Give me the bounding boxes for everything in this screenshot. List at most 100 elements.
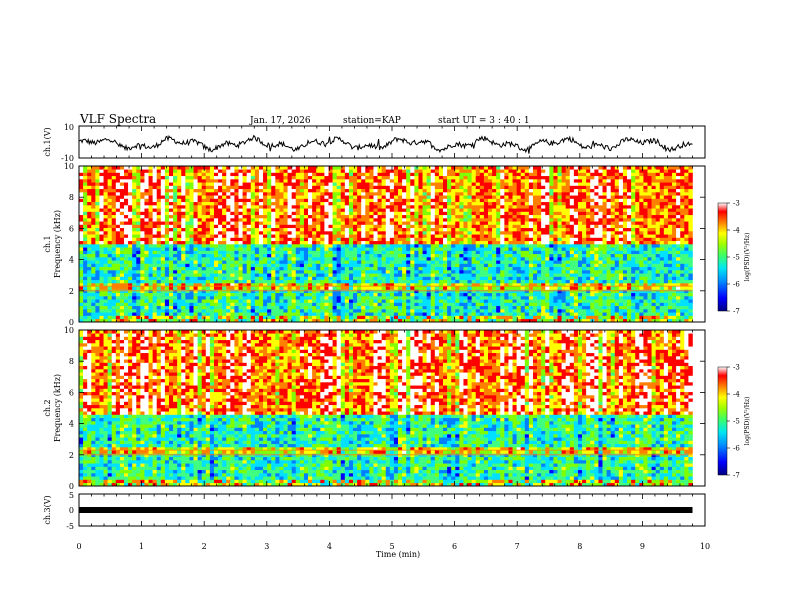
spectrogram-cell — [132, 247, 137, 251]
spectrogram-cell — [316, 283, 321, 287]
spectrogram-cell — [516, 237, 522, 242]
spectrogram-cell — [434, 263, 440, 268]
spectrogram-cell — [197, 240, 202, 245]
spectrogram-cell — [451, 279, 456, 284]
spectrogram-cell — [406, 309, 411, 313]
spectrogram-cell — [459, 257, 464, 261]
spectrogram-cell — [561, 218, 566, 222]
spectrogram-cell — [197, 302, 202, 307]
spectrogram-cell — [177, 231, 182, 235]
spectrogram-cell — [234, 318, 239, 323]
spectrogram-cell — [663, 302, 669, 307]
spectrogram-cell — [447, 244, 452, 248]
spectrogram-cell — [238, 234, 243, 238]
spectrogram-cell — [659, 214, 665, 219]
spectrogram-cell — [144, 211, 149, 216]
spectrogram-cell — [115, 266, 121, 271]
spectrogram-cell — [291, 309, 297, 313]
spectrogram-cell — [369, 263, 374, 268]
spectrogram-cell — [463, 276, 468, 281]
spectrogram-cell — [218, 315, 223, 320]
spectrogram-cell — [136, 224, 141, 229]
spectrogram-cell — [344, 283, 350, 287]
spectrogram-cell — [463, 286, 468, 290]
spectrogram-cell — [402, 224, 407, 229]
spectrogram-cell — [618, 318, 624, 323]
spectrogram-cell — [328, 302, 333, 307]
spectrogram-cell — [672, 286, 677, 290]
spectrogram-cell — [557, 286, 562, 290]
spectrogram-cell — [655, 240, 661, 245]
spectrogram-cell — [492, 237, 497, 242]
spectrogram-cell — [87, 302, 92, 307]
spectrogram-cell — [222, 309, 227, 313]
spectrogram-cell — [573, 315, 579, 320]
spectrogram-cell — [148, 318, 153, 323]
spectrogram-cell — [402, 253, 407, 258]
spectrogram-cell — [483, 247, 489, 251]
spectrogram-cell — [246, 234, 252, 238]
spectrogram-cell — [365, 312, 370, 316]
spectrogram-cell — [622, 234, 628, 238]
spectrogram-cell — [475, 250, 481, 255]
spectrogram-cell — [463, 250, 468, 255]
spectrogram-cell — [594, 266, 599, 271]
spectrogram-cell — [197, 214, 202, 219]
spectrogram-cell — [234, 305, 239, 310]
spectrogram-cell — [209, 312, 215, 316]
spectrogram-cell — [606, 283, 611, 287]
spectrogram-cell — [684, 266, 689, 271]
spectrogram-cell — [655, 224, 661, 229]
spectrogram-cell — [594, 257, 599, 261]
spectrogram-cell — [340, 273, 346, 277]
spectrogram-cell — [115, 289, 121, 294]
spectrogram-cell — [299, 231, 305, 235]
spectrogram-cell — [524, 221, 530, 225]
spectrogram-cell — [189, 253, 194, 258]
spectrogram-cell — [520, 309, 526, 313]
spectrogram-cell — [111, 296, 117, 300]
spectrogram-cell — [328, 218, 333, 222]
spectrogram-cell — [549, 283, 554, 287]
spectrogram-cell — [173, 305, 178, 310]
spectrogram-cell — [406, 240, 411, 245]
spectrogram-cell — [549, 299, 554, 303]
spectrogram-cell — [369, 260, 374, 264]
spectrogram-cell — [152, 315, 158, 320]
spectrogram-cell — [381, 250, 387, 255]
spectrogram-cell — [107, 218, 113, 222]
spectrogram-cell — [119, 286, 125, 290]
spectrogram-cell — [361, 214, 366, 219]
spectrogram-cell — [99, 257, 104, 261]
spectrogram-cell — [119, 318, 125, 323]
spectrogram-cell — [287, 218, 292, 222]
spectrogram-cell — [398, 305, 403, 310]
spectrogram-cell — [115, 240, 121, 245]
spectrogram-cell — [385, 214, 391, 219]
spectrogram-cell — [618, 279, 624, 284]
spectrogram-cell — [87, 283, 92, 287]
spectrogram-cell — [287, 276, 292, 281]
spectrogram-cell — [516, 263, 522, 268]
spectrogram-cell — [639, 253, 644, 258]
spectrogram-cell — [218, 240, 223, 245]
spectrogram-cell — [414, 289, 419, 294]
spectrogram-cell — [618, 247, 624, 251]
spectrogram-cell — [144, 309, 149, 313]
spectrogram-cell — [111, 289, 117, 294]
spectrogram-cell — [99, 279, 104, 284]
spectrogram-cell — [353, 231, 358, 235]
spectrogram-cell — [79, 260, 84, 264]
spectrogram-cell — [111, 309, 117, 313]
spectrogram-cell — [373, 276, 378, 281]
spectrogram-cell — [218, 237, 223, 242]
spectrogram-cell — [504, 240, 509, 245]
spectrogram-cell — [639, 286, 644, 290]
spectrogram-cell — [577, 257, 583, 261]
spectrogram-cell — [205, 237, 211, 242]
spectrogram-cell — [336, 292, 342, 297]
spectrogram-cell — [234, 260, 239, 264]
spectrogram-cell — [434, 237, 440, 242]
spectrogram-cell — [381, 257, 387, 261]
spectrogram-cell — [303, 279, 309, 284]
